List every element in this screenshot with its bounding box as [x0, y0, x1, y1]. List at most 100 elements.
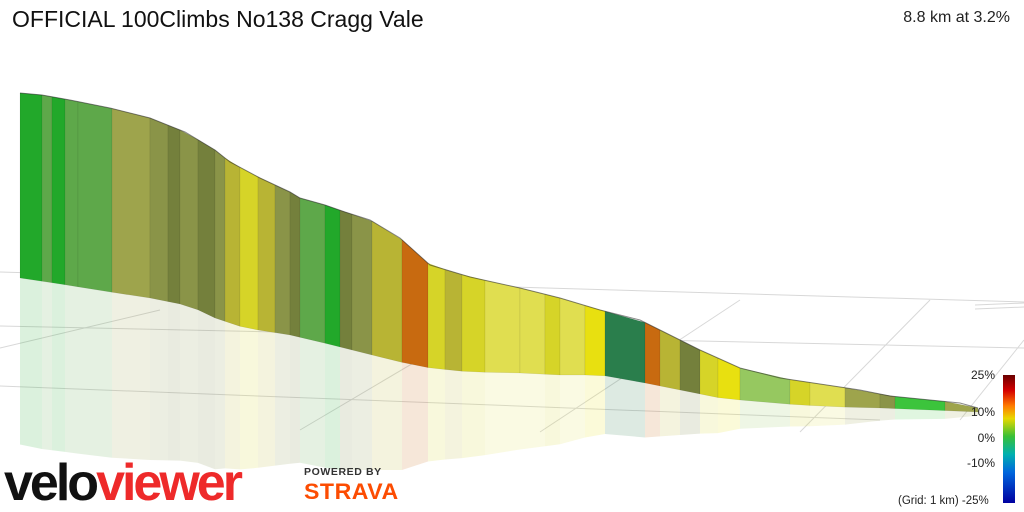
gradient-strip-reflection [680, 390, 700, 435]
gradient-strip-reflection [65, 284, 78, 454]
gradient-strip-reflection [240, 326, 258, 470]
gradient-strip [427, 262, 446, 370]
gradient-strip-reflection [168, 301, 180, 461]
gradient-strip [717, 357, 741, 401]
gradient-strip [257, 176, 276, 333]
gradient-strip [111, 108, 151, 299]
gradient-strip [179, 129, 199, 311]
gradient-strip-reflection [485, 372, 520, 456]
gradient-strip [444, 269, 463, 372]
gradient-strip [519, 287, 546, 375]
gradient-strip [239, 166, 259, 331]
grid-line [0, 385, 881, 421]
gradient-strip [77, 101, 113, 293]
gradient-strip [809, 382, 846, 408]
segment-summary: 8.8 km at 3.2% [903, 9, 1010, 26]
gradient-strip-reflection [325, 343, 340, 470]
legend-label-minus-25: -25% [961, 495, 989, 507]
grid-line [799, 299, 931, 433]
profile-reflection [20, 278, 978, 470]
gradient-strip [789, 379, 811, 406]
gradient-strip-reflection [428, 367, 445, 462]
profile-gradient-strips [19, 92, 979, 413]
gradient-strip [644, 322, 661, 387]
legend-label-25: 25% [970, 368, 995, 382]
gradient-strip-reflection [895, 408, 945, 420]
gradient-strip-reflection [180, 304, 198, 463]
gradient-strip-reflection [198, 309, 215, 470]
gradient-strip [149, 117, 169, 302]
gradient-strip-reflection [42, 281, 52, 451]
gradient-strip-reflection [718, 397, 740, 434]
gradient-strip [197, 139, 216, 319]
gradient-strip-reflection [352, 350, 372, 470]
strava-logo: STRAVA [304, 479, 399, 504]
gradient-strip-reflection [258, 330, 275, 468]
gradient-strip-reflection [740, 400, 790, 429]
gradient-strip [604, 310, 646, 384]
gradient-strip-reflection [225, 321, 240, 470]
gradient-strip-reflection [605, 375, 645, 438]
gradient-strip-reflection [845, 407, 880, 425]
legend-label-minus-10: -10% [966, 456, 995, 470]
gradient-strip-reflection [700, 394, 718, 434]
gradient-strip [351, 213, 373, 356]
gradient-strip-reflection [645, 383, 660, 438]
gradient-legend-bar [1003, 375, 1015, 503]
gradient-strip-reflection [520, 373, 545, 450]
gradient-strip [51, 96, 66, 286]
profile-ridge-line [19, 92, 979, 409]
gradient-strip [461, 274, 486, 373]
gradient-strip-reflection [462, 371, 485, 459]
gradient-strip-reflection [560, 375, 585, 445]
gradient-strip-reflection [78, 286, 112, 458]
gradient-strip [371, 220, 403, 363]
grid-note: (Grid: 1 km) -25% [898, 495, 989, 507]
gradient-strip [584, 305, 606, 377]
gradient-strip-reflection [660, 386, 680, 437]
gradient-strip [41, 94, 53, 284]
gradient-strip-reflection [790, 404, 810, 427]
gradient-strip [299, 197, 326, 344]
gradient-strip [944, 401, 979, 413]
gradient-strip-reflection [445, 369, 462, 460]
grid-line [974, 302, 1024, 306]
grid-line [0, 309, 161, 349]
grid-line [974, 306, 1024, 310]
gradient-strip [289, 191, 301, 338]
legend-label-10: 10% [970, 405, 995, 419]
legend-label-0: 0% [977, 431, 995, 445]
gradient-strip [167, 124, 181, 305]
gradient-strip-reflection [52, 282, 65, 452]
gradient-strip-reflection [112, 292, 150, 460]
gradient-strip-reflection [545, 374, 560, 447]
profile-top-edge [19, 92, 979, 409]
gradient-strip [214, 149, 226, 322]
gradient-strip-reflection [300, 337, 325, 468]
gradient-strip [739, 367, 791, 405]
gradient-strip-reflection [340, 347, 352, 470]
gradient-strip-reflection [402, 362, 428, 470]
gradient-strip-reflection [372, 355, 402, 470]
gradient-strip [401, 239, 429, 368]
gradient-strip-reflection [585, 375, 605, 438]
gradient-strip [484, 279, 521, 374]
gradient-strip [274, 184, 291, 336]
gradient-strip [64, 98, 79, 288]
gradient-strip [544, 293, 561, 376]
gradient-strip [324, 204, 341, 348]
segment-title: OFFICIAL 100Climbs No138 Cragg Vale [12, 6, 424, 32]
gradient-strip-reflection [275, 332, 290, 466]
powered-by-label: POWERED BY [304, 466, 382, 478]
gradient-strip [224, 157, 241, 327]
gradient-strip-reflection [20, 278, 42, 449]
gradient-strip-reflection [150, 298, 168, 461]
gradient-strip [19, 92, 43, 282]
gradient-strip-reflection [880, 408, 895, 421]
gradient-strip-reflection [290, 335, 300, 464]
gradient-strip [339, 209, 353, 351]
gradient-strip-reflection [810, 405, 845, 427]
gradient-strip-reflection [215, 318, 225, 470]
veloviewer-logo: veloviewer [4, 454, 246, 512]
